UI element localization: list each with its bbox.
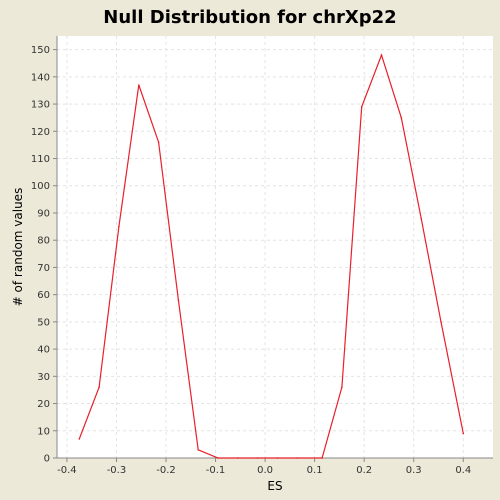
y-tick-label: 130 [31, 100, 50, 111]
data-point [78, 438, 81, 440]
data-point [420, 217, 423, 220]
y-tick-label: 150 [31, 45, 50, 56]
data-point [321, 457, 323, 459]
y-tick-label: 10 [37, 426, 50, 437]
data-point [380, 54, 383, 56]
data-point [440, 321, 442, 323]
x-tick-label: -0.4 [57, 465, 77, 476]
data-point [197, 449, 199, 451]
data-point [118, 225, 120, 228]
y-axis-ticks: 0 10 20 30 40 50 60 70 80 90 100 110 120 130 140 150 [31, 45, 57, 465]
series-line [78, 53, 464, 459]
data-point [360, 106, 363, 108]
x-tick-label: -0.1 [206, 465, 226, 476]
series-group [78, 53, 465, 459]
y-tick-label: 140 [31, 72, 50, 83]
data-point [296, 457, 299, 459]
x-tick-label: 0.0 [257, 465, 273, 476]
data-point [400, 116, 403, 119]
y-tick-label: 40 [37, 345, 50, 356]
chart-title: Null Distribution for chrXp22 [103, 7, 396, 28]
data-point [177, 299, 180, 301]
x-tick-label: 0.3 [406, 465, 422, 476]
x-tick-label: -0.2 [156, 465, 176, 476]
data-point [98, 386, 100, 389]
data-point [217, 457, 219, 459]
x-tick-label: -0.3 [107, 465, 127, 476]
y-tick-label: 90 [37, 208, 50, 219]
y-tick-label: 20 [37, 399, 50, 410]
y-tick-label: 60 [37, 290, 50, 301]
y-tick-label: 30 [37, 372, 50, 383]
y-tick-label: 0 [44, 454, 50, 465]
x-tick-label: 0.1 [307, 465, 323, 476]
y-tick-label: 100 [31, 181, 50, 192]
plot-area [57, 36, 493, 458]
x-axis-label: ES [267, 479, 282, 493]
y-tick-label: 120 [31, 127, 50, 138]
y-tick-label: 110 [31, 154, 50, 165]
data-point [276, 457, 279, 459]
x-tick-label: 0.2 [356, 465, 372, 476]
y-axis-label: # of random values [11, 188, 25, 307]
y-tick-label: 70 [37, 263, 50, 274]
data-point [237, 457, 239, 459]
data-point [341, 386, 343, 389]
data-point [138, 84, 140, 86]
data-point [157, 141, 160, 143]
y-tick-label: 80 [37, 236, 50, 247]
y-tick-label: 50 [37, 317, 50, 328]
x-tick-label: 0.4 [455, 465, 471, 476]
data-point [462, 432, 465, 435]
grid [57, 36, 493, 458]
x-axis-ticks: -0.4 -0.3 -0.2 -0.1 0.0 0.1 0.2 0.3 0.4 [57, 458, 471, 476]
data-point [256, 457, 259, 459]
